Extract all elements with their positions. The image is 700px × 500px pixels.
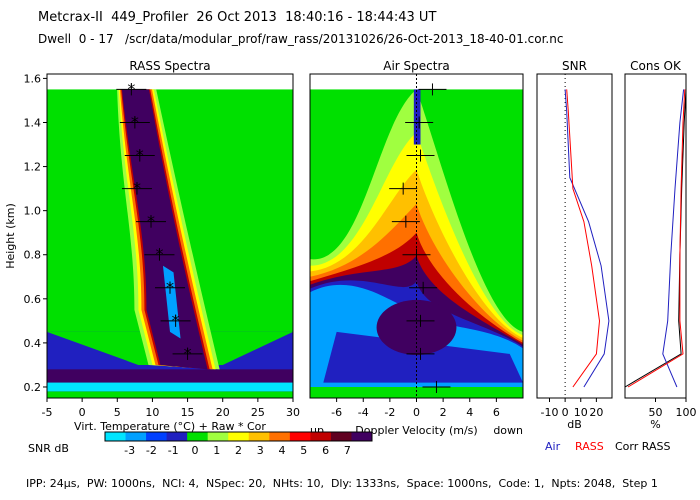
height-ytick-label: 0.6 <box>24 293 42 306</box>
snr-xtick-label: -10 <box>541 406 559 419</box>
snr-xtick-label: 0 <box>562 406 569 419</box>
rass-xtick-label: 10 <box>145 406 159 419</box>
colorbar-swatch <box>310 432 332 441</box>
colorbar-swatch <box>248 432 270 441</box>
chart-subtitle: Dwell 0 - 17 /scr/data/modular_prof/raw_… <box>38 32 564 46</box>
height-ytick-label: 1.6 <box>24 72 42 85</box>
footer-params: IPP: 24µs, PW: 1000ns, NCI: 4, NSpec: 20… <box>26 477 658 490</box>
cons-title: Cons OK <box>630 59 682 73</box>
colorbar-swatch <box>125 432 147 441</box>
cons-xtick-label: 100 <box>676 406 697 419</box>
colorbar-frame <box>104 431 373 442</box>
rass-cor-marker: * <box>127 79 135 98</box>
height-ytick-label: 1.2 <box>24 161 42 174</box>
snr-xtick-label: 20 <box>589 406 603 419</box>
rass-cor-marker: * <box>166 278 174 297</box>
snr-xlabel: dB <box>567 418 582 431</box>
colorbar-tick-label: 4 <box>279 444 286 457</box>
colorbar-swatch <box>330 432 352 441</box>
cons-frame <box>624 73 687 399</box>
colorbar-swatch <box>289 432 311 441</box>
rass-xtick-label: 30 <box>286 406 300 419</box>
colorbar-tick-label: 6 <box>322 444 329 457</box>
rass-frame <box>46 73 294 399</box>
air-xtick-label: 4 <box>466 406 473 419</box>
rass-xtick-label: -5 <box>42 406 53 419</box>
legend-rass: RASS <box>575 440 604 453</box>
cons-series-line <box>662 89 685 388</box>
rass-xtick-label: 20 <box>216 406 230 419</box>
cons-xtick-label: 50 <box>649 406 663 419</box>
colorbar-tick-label: -2 <box>146 444 157 457</box>
rass-cor-marker: * <box>155 245 163 264</box>
colorbar-tick-label: 3 <box>257 444 264 457</box>
legend-corr: Corr RASS <box>615 440 670 453</box>
snr-title: SNR <box>562 59 587 73</box>
height-ylabel: Height (km) <box>4 203 17 269</box>
air-low-blue <box>323 331 523 383</box>
colorbar-swatch <box>228 432 250 441</box>
colorbar-swatch <box>207 432 229 441</box>
air-xlabel: Doppler Velocity (m/s) <box>355 424 477 437</box>
colorbar-tick-label: 5 <box>300 444 307 457</box>
height-ytick-label: 1.0 <box>24 205 42 218</box>
air-top-spike <box>413 89 421 145</box>
colorbar-swatch <box>166 432 188 441</box>
rass-xtick-label: 0 <box>79 406 86 419</box>
colorbar-swatch <box>146 432 168 441</box>
colorbar-tick-label: 2 <box>235 444 242 457</box>
air-xlabel-down: down <box>493 424 523 437</box>
colorbar-swatch <box>351 432 373 441</box>
colorbar-swatch <box>105 432 127 441</box>
colorbar-tick-label: -3 <box>124 444 135 457</box>
colorbar-tick-label: 1 <box>213 444 220 457</box>
rass-title: RASS Spectra <box>129 59 210 73</box>
height-ytick-label: 0.2 <box>24 381 42 394</box>
height-ytick-label: 0.4 <box>24 337 42 350</box>
air-xtick-label: -4 <box>358 406 369 419</box>
rass-plume-layer <box>121 89 208 370</box>
air-xtick-label: 0 <box>413 406 420 419</box>
snr-xtick-label: 10 <box>574 406 588 419</box>
cons-xlabel: % <box>650 418 660 431</box>
rass-xtick-label: 5 <box>114 406 121 419</box>
air-xtick-label: -6 <box>331 406 342 419</box>
rass-bottom-cyan <box>47 382 293 392</box>
rass-plume-core <box>162 265 181 339</box>
snr-frame <box>536 73 613 399</box>
rass-xtick-label: 25 <box>251 406 265 419</box>
rass-cor-marker: * <box>131 112 139 131</box>
colorbar-swatch <box>187 432 209 441</box>
colorbar-swatch <box>269 432 291 441</box>
air-xtick-label: 6 <box>493 406 500 419</box>
air-xtick-label: -2 <box>384 406 395 419</box>
rass-cor-marker: * <box>184 344 192 363</box>
air-title: Air Spectra <box>383 59 450 73</box>
colorbar-tick-label: 0 <box>191 444 198 457</box>
rass-xtick-label: 15 <box>181 406 195 419</box>
snr-series-line <box>564 89 610 388</box>
colorbar-label: SNR dB <box>28 442 69 455</box>
rass-spectra-image <box>47 89 293 398</box>
rass-cor-marker: * <box>136 146 144 165</box>
rass-cor-marker: * <box>133 179 141 198</box>
rass-xlabel: Virt. Temperature (°C) + Raw * Cor <box>74 420 266 433</box>
colorbar-tick-label: -1 <box>168 444 179 457</box>
rass-cor-marker: * <box>172 311 180 330</box>
height-ytick-label: 0.8 <box>24 249 42 262</box>
chart-title: Metcrax-II 449_Profiler 26 Oct 2013 18:4… <box>38 10 437 25</box>
snr-series-line <box>566 89 601 388</box>
height-ytick-label: 1.4 <box>24 116 42 129</box>
legend-air: Air <box>545 440 561 453</box>
air-xtick-label: 2 <box>440 406 447 419</box>
colorbar-tick-label: 7 <box>344 444 351 457</box>
cons-series-line <box>627 89 686 388</box>
rass-cor-marker: * <box>147 212 155 231</box>
